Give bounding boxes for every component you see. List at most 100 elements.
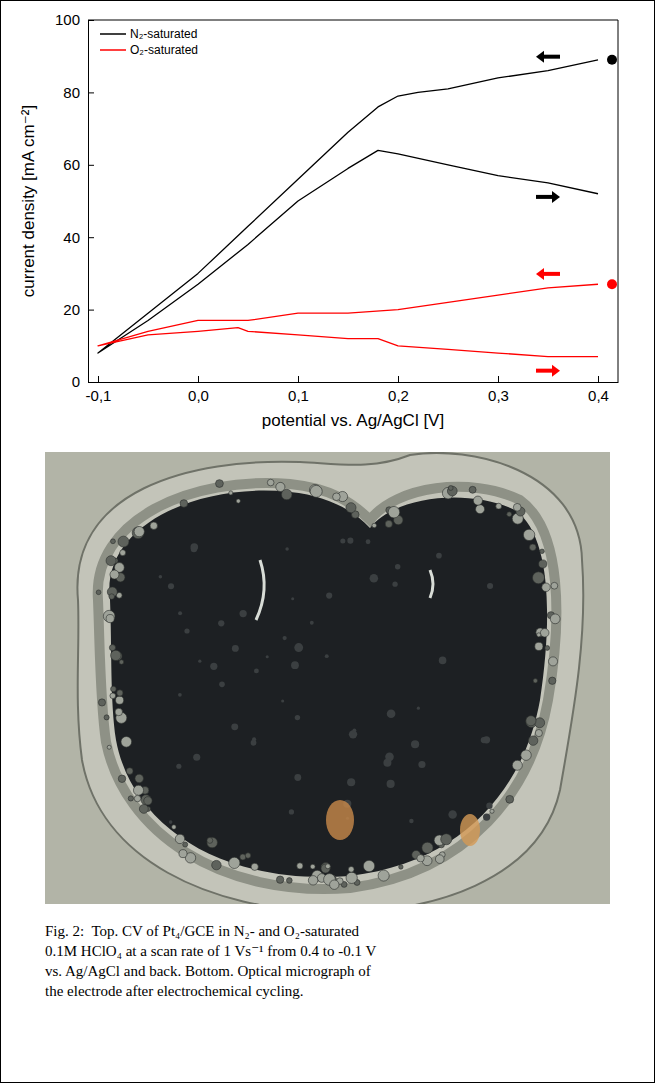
figure-frame [1,1,655,1083]
bubble [297,863,303,869]
bubble [506,795,514,803]
caption-line: the electrode after electrochemical cycl… [45,983,304,999]
plot-frame [618,20,619,382]
bubble [134,526,144,536]
bubble [98,699,105,706]
bubble [118,775,125,782]
start-marker [607,55,617,65]
legend: N₂-saturatedO₂-saturated [100,27,198,57]
texture [176,764,181,769]
texture [347,778,355,786]
arrow-head [536,268,544,280]
texture [198,660,201,663]
y-tick-label: 0 [72,373,80,390]
annotations [536,51,617,377]
texture [169,820,173,824]
bubble [111,686,117,692]
bubble [308,876,317,885]
bubble [126,768,133,775]
texture [254,669,259,674]
bubble [180,500,188,508]
bubble [469,486,476,493]
texture [231,723,238,730]
bubble [116,696,124,704]
texture [232,645,239,652]
bubble [135,774,143,782]
bubble [281,489,292,500]
x-axis-title: potential vs. Ag/AgCl [V] [262,411,444,430]
arrow-shaft [536,195,552,199]
legend-label: N₂-saturated [130,27,197,41]
bubble [551,582,558,589]
y-axis-title: current density [mA cm⁻²] [19,105,38,297]
bubble [179,850,187,858]
bubble [321,864,330,873]
highlight [326,800,354,840]
bubble [106,556,116,566]
texture [283,636,287,640]
texture [266,655,269,658]
bubble [545,646,550,651]
bubble [447,486,457,496]
texture [370,574,379,583]
bubble [118,536,129,547]
bubble [548,657,557,666]
bubble [276,876,283,883]
bubble [372,523,377,528]
bubble [417,855,424,862]
texture [252,737,256,741]
bubble [229,491,233,495]
texture [448,810,457,819]
y-tick-label: 80 [63,84,80,101]
y-tick-label: 60 [63,156,80,173]
texture [366,539,371,544]
texture [294,774,301,781]
texture [239,610,246,617]
bubble [109,645,115,651]
texture [168,583,174,589]
bubble [207,838,213,844]
bubble [119,660,124,665]
bubble [110,570,119,579]
y-tick-mark [88,382,94,383]
x-tick-label: 0,2 [388,387,409,404]
texture [326,593,332,599]
bubble [346,503,356,513]
y-axis: 020406080100 [55,11,94,390]
texture [418,761,425,768]
bubble [216,480,224,488]
plot-area [98,60,598,357]
arrow-shaft [536,369,552,373]
bubble [111,650,121,660]
bubble [267,479,274,486]
texture [347,538,353,544]
legend-swatch [100,33,126,35]
bubble [535,642,543,650]
bubble [212,860,221,869]
bubble [529,544,536,551]
bubble [175,834,184,843]
bubble [539,560,547,568]
bubble [121,736,132,747]
caption: Fig. 2: Top. CV of Pt₄/GCE in N₂- and O₂… [45,923,376,999]
bubble [507,512,512,517]
bubble [363,860,374,871]
bubble [448,486,453,491]
start-marker [607,279,617,289]
x-tick: 0,1 [288,376,309,404]
texture [387,780,395,788]
x-tick-label: -0,1 [86,387,112,404]
bubble [378,870,389,881]
x-tick-mark [298,376,299,382]
texture [193,754,200,761]
bubble [251,863,258,870]
bubble [549,677,556,684]
texture [483,736,490,743]
bubble [120,550,126,556]
scan-arrow [536,268,560,280]
bubble [109,594,115,600]
bubble [535,729,542,736]
y-tick-mark [88,237,94,238]
x-tick: 0,0 [188,376,209,404]
texture [184,628,189,633]
